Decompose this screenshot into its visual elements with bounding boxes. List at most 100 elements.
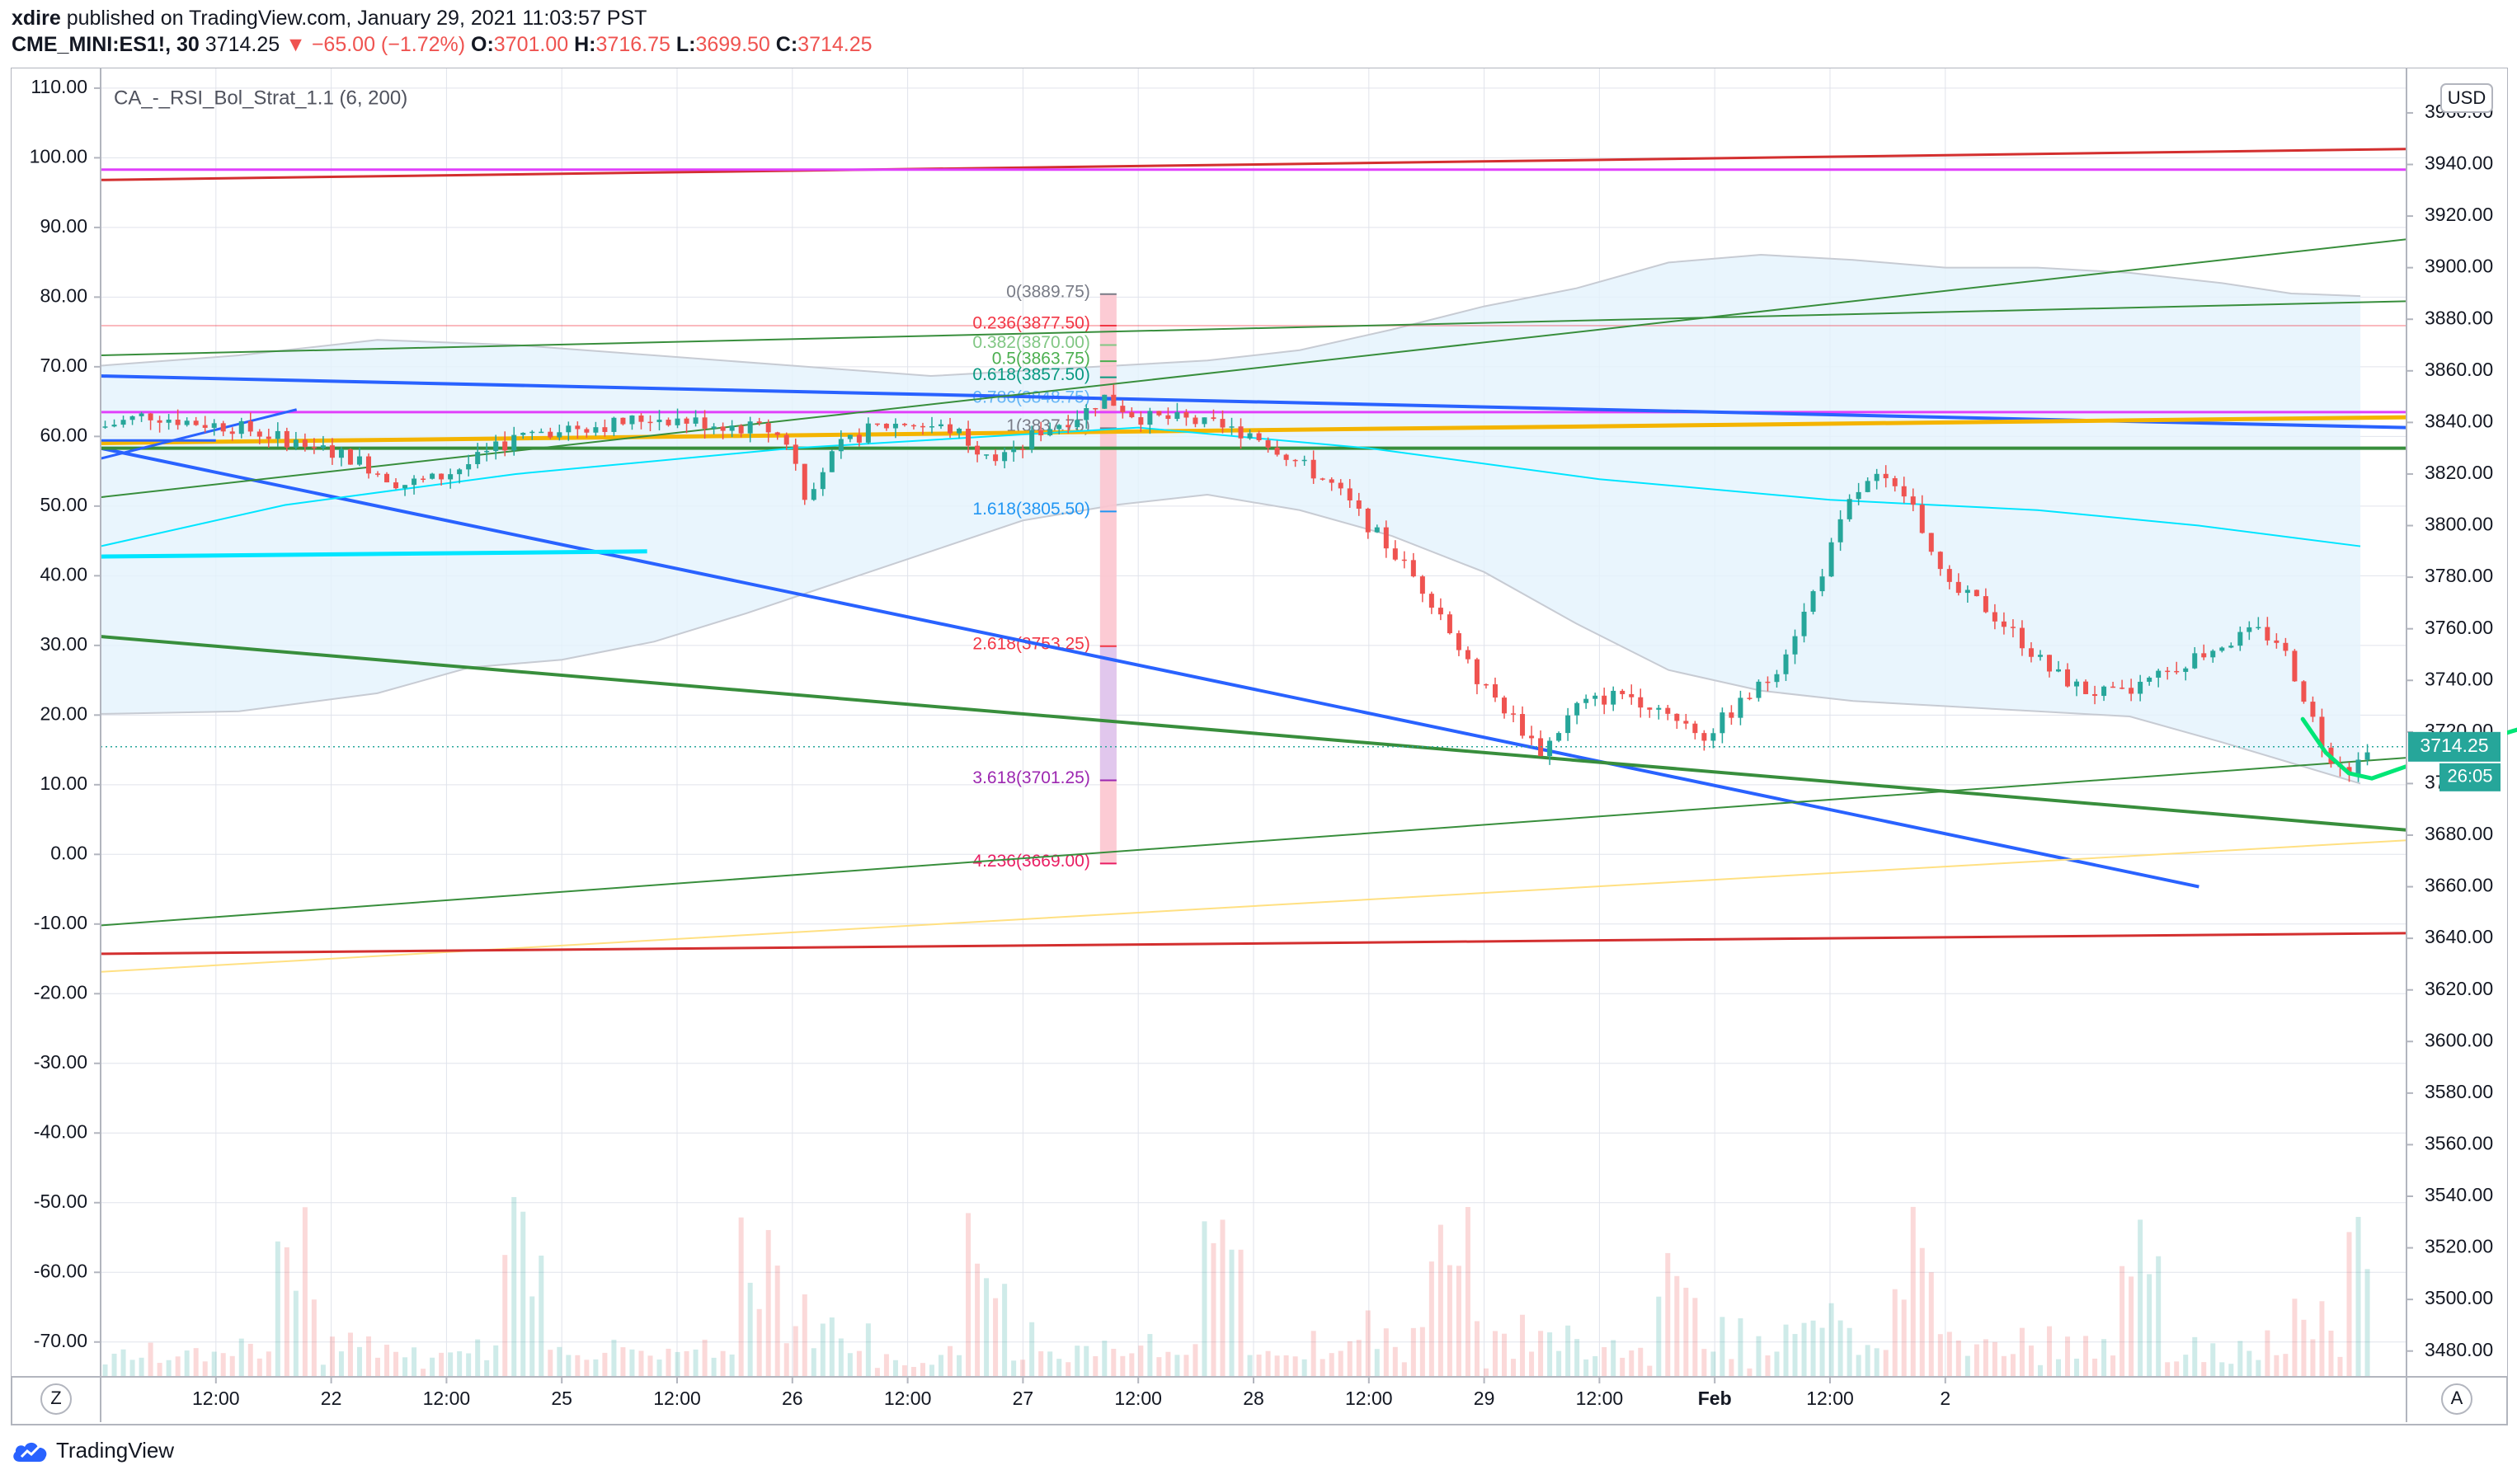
candle-body	[157, 420, 162, 423]
candle-body	[1129, 411, 1135, 418]
volume-bar	[1437, 1224, 1443, 1377]
volume-bar	[1992, 1341, 1997, 1377]
volume-bar	[338, 1351, 344, 1377]
volume-bar	[139, 1357, 144, 1377]
candle-body	[838, 439, 844, 452]
candle-body	[1720, 712, 1725, 734]
trend-line-red-lower	[100, 932, 2407, 956]
candle-body	[1147, 411, 1153, 425]
right-axis-label: 3500.00	[2425, 1287, 2493, 1308]
candle-body	[2201, 653, 2207, 658]
volume-bar	[1556, 1350, 1562, 1377]
candle-body	[747, 421, 753, 434]
volume-bar	[711, 1357, 717, 1377]
volume-bar	[2246, 1350, 2252, 1377]
left-axis-label: 50.00	[40, 494, 87, 515]
open-label: O:	[471, 33, 494, 56]
candle-body	[1274, 447, 1280, 455]
candle-body	[475, 452, 481, 464]
auto-scale-left-button[interactable]: Z	[40, 1383, 72, 1415]
volume-bar	[293, 1290, 299, 1377]
volume-bar	[2292, 1298, 2298, 1377]
trend-line-green-descending	[100, 635, 2407, 832]
volume-bar	[1801, 1322, 1807, 1377]
volume-bar	[774, 1266, 780, 1377]
scale-button-label: Z	[50, 1388, 61, 1408]
x-axis-label: 12:00	[1576, 1388, 1624, 1409]
trend-line-green-thin-middle	[100, 300, 2407, 357]
volume-bar	[1919, 1247, 1925, 1377]
candle-body	[1483, 683, 1489, 686]
volume-bar	[1928, 1272, 1934, 1377]
volume-bar	[2337, 1356, 2343, 1377]
candle-body	[2037, 655, 2043, 657]
bollinger-lower-line	[100, 493, 2361, 785]
candle-body	[1002, 452, 1008, 462]
currency-button[interactable]: USD	[2440, 83, 2493, 113]
candle-body	[666, 420, 671, 425]
candle-body	[602, 427, 608, 432]
candle-body	[2129, 688, 2134, 694]
volume-bar	[548, 1350, 553, 1377]
candle-body	[702, 417, 708, 429]
countdown-badge-bg	[2439, 763, 2501, 791]
candle-body	[1419, 576, 1425, 594]
volume-bar	[2037, 1364, 2043, 1377]
publish-line: xdire published on TradingView.com, Janu…	[12, 5, 1166, 31]
candle-body	[329, 445, 335, 458]
candle-body	[1211, 417, 1216, 420]
volume-bar	[793, 1326, 798, 1377]
candle-body	[1837, 519, 1843, 542]
volume-bar	[2210, 1343, 2216, 1377]
tradingview-logo[interactable]: TradingView	[12, 1438, 174, 1463]
candle-body	[901, 423, 907, 425]
candle-body	[1692, 723, 1698, 734]
candle-body	[1556, 733, 1562, 741]
volume-bar	[1955, 1340, 1961, 1377]
symbol-label[interactable]: CME_MINI:ES1!, 30	[12, 33, 200, 56]
candle-body	[1111, 394, 1117, 406]
volume-bar	[1729, 1359, 1734, 1377]
cloud-logo-icon	[13, 1442, 47, 1462]
volume-bar	[193, 1348, 199, 1377]
candle-body	[2083, 681, 2089, 694]
volume-bar	[1565, 1325, 1571, 1377]
x-axis-label: Feb	[1698, 1388, 1732, 1409]
volume-bar	[120, 1349, 126, 1377]
volume-bar	[1502, 1333, 1508, 1377]
candle-body	[302, 439, 308, 448]
volume-bar	[1265, 1350, 1271, 1377]
right-axis-label: 3620.00	[2425, 978, 2493, 999]
right-axis-label: 3580.00	[2425, 1081, 2493, 1102]
volume-bar	[2065, 1336, 2071, 1377]
candle-body	[2246, 627, 2252, 632]
last-price-badge-bg	[2408, 731, 2501, 762]
candle-body	[975, 445, 981, 455]
volume-bar	[1056, 1359, 1062, 1377]
volume-bar	[2019, 1327, 2025, 1377]
candle-body	[557, 432, 562, 438]
candle-body	[293, 439, 299, 448]
publisher-name[interactable]: xdire	[12, 7, 61, 30]
auto-scale-right-button[interactable]: A	[2441, 1383, 2472, 1415]
candle-body	[910, 425, 916, 427]
volume-bar	[2138, 1219, 2143, 1377]
volume-bar	[1883, 1350, 1889, 1377]
volume-bar	[910, 1366, 916, 1377]
candle-body	[2138, 681, 2143, 694]
candle-body	[1165, 415, 1171, 420]
volume-bar	[356, 1346, 362, 1377]
candle-body	[2364, 752, 2370, 760]
volume-bar	[1492, 1331, 1498, 1377]
volume-bar	[439, 1352, 445, 1377]
left-axis-label: -50.00	[34, 1190, 87, 1212]
volume-bar	[1611, 1340, 1616, 1377]
volume-bar	[502, 1255, 508, 1377]
volume-bar	[1292, 1356, 1298, 1377]
volume-bar	[1738, 1318, 1743, 1377]
candle-body	[1310, 459, 1316, 479]
candle-body	[1202, 417, 1207, 425]
volume-bar	[1193, 1344, 1198, 1377]
volume-bar	[1783, 1324, 1789, 1377]
